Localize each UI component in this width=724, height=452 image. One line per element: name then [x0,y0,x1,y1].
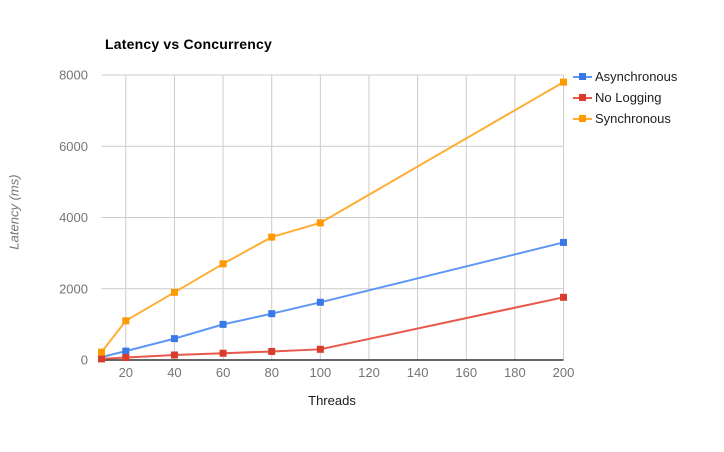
x-tick-label: 20 [119,365,133,380]
legend-marker [579,115,586,122]
data-point-synchronous [170,288,178,296]
x-tick-label: 80 [264,365,278,380]
legend-swatch-icon [573,94,592,101]
legend-swatch-icon [573,115,592,122]
y-tick-label: 4000 [59,210,88,225]
y-tick-label: 8000 [59,68,88,83]
data-point-no-logging [219,349,227,357]
series-line-asynchronous [100,241,565,359]
legend-item-synchronous[interactable]: Synchronous [573,108,677,129]
data-point-no-logging [560,293,567,301]
data-point-synchronous [316,219,324,227]
legend-item-no-logging[interactable]: No Logging [573,87,677,108]
data-point-synchronous [268,233,276,241]
x-tick-label: 200 [553,365,575,380]
x-tick-label: 180 [504,365,526,380]
data-point-asynchronous [316,298,324,306]
data-point-asynchronous [268,310,276,318]
legend-item-asynchronous[interactable]: Asynchronous [573,66,677,87]
x-tick-label: 40 [167,365,181,380]
x-tick-label: 60 [216,365,230,380]
data-point-synchronous [560,78,567,86]
data-point-synchronous [98,348,105,356]
data-point-no-logging [122,354,130,362]
y-tick-label: 6000 [59,139,88,154]
x-tick-label: 160 [455,365,477,380]
data-point-asynchronous [560,238,567,246]
legend-marker [579,94,586,101]
data-point-no-logging [316,345,324,353]
y-axis-title: Latency (ms) [6,174,22,250]
data-point-asynchronous [122,347,130,355]
legend-label: Asynchronous [595,69,678,84]
data-point-asynchronous [170,335,178,343]
data-point-synchronous [122,317,130,325]
legend-label: No Logging [595,90,662,105]
data-point-no-logging [170,351,178,359]
legend-marker [579,73,586,80]
data-point-no-logging [98,355,105,363]
y-tick-label: 0 [81,353,88,368]
x-tick-label: 100 [309,365,331,380]
legend-label: Synchronous [595,111,671,126]
legend: Asynchronous No Logging Synchronous [573,66,677,129]
chart-title: Latency vs Concurrency [105,36,273,52]
y-tick-label: 2000 [59,281,88,296]
data-point-no-logging [268,347,276,355]
x-tick-label: 120 [358,365,380,380]
x-tick-label: 140 [407,365,429,380]
series-line-no-logging [100,296,565,360]
data-point-asynchronous [219,320,227,328]
x-axis-title: Threads [308,393,356,408]
legend-swatch-icon [573,73,592,80]
data-point-synchronous [219,260,227,268]
